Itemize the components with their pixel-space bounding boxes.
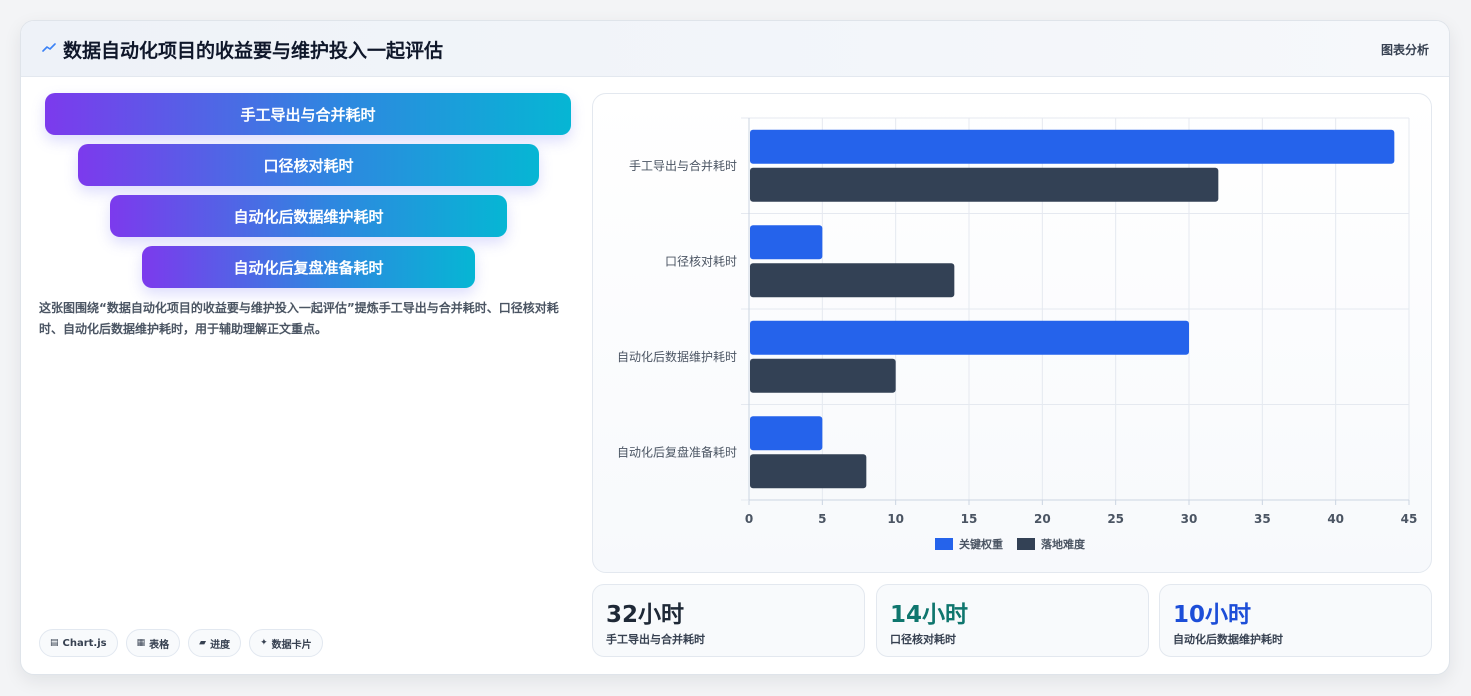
- chip-chartjs[interactable]: ▤ Chart.js: [39, 629, 118, 657]
- chip-label: 表格: [149, 639, 170, 651]
- stat-value: 32小时: [606, 602, 685, 628]
- dashboard-card: 数据自动化项目的收益要与维护投入一起评估 图表分析 手工导出与合并耗时 口径核对…: [20, 20, 1450, 675]
- x-tick-label: 0: [745, 512, 753, 526]
- stat-value: 10小时: [1173, 602, 1252, 628]
- trend-line-icon: [42, 43, 56, 52]
- x-tick-label: 10: [887, 512, 904, 526]
- x-tick-label: 35: [1254, 512, 1271, 526]
- legend-swatch: [1017, 538, 1035, 550]
- chip-data-card[interactable]: ✦ 数据卡片: [249, 629, 323, 657]
- chart-description: 这张图围绕“数据自动化项目的收益要与维护投入一起评估”提炼手工导出与合并耗时、口…: [39, 301, 559, 336]
- x-tick-label: 45: [1401, 512, 1418, 526]
- stat-card-2: 14小时 口径核对耗时: [876, 584, 1149, 657]
- x-tick-label: 40: [1327, 512, 1344, 526]
- bar-difficulty: [750, 167, 1219, 202]
- bar-weight: [750, 416, 823, 451]
- card-header: 数据自动化项目的收益要与维护投入一起评估 图表分析: [21, 21, 1449, 77]
- y-tick-label: 自动化后数据维护耗时: [617, 349, 737, 364]
- y-tick-label: 自动化后复盘准备耗时: [617, 444, 737, 459]
- chip-table[interactable]: ▦ 表格: [125, 629, 181, 657]
- funnel-bar-1: 手工导出与合并耗时: [45, 93, 571, 135]
- stat-label: 手工导出与合并耗时: [606, 633, 705, 646]
- chip-label: 数据卡片: [271, 639, 312, 651]
- page-title: 数据自动化项目的收益要与维护投入一起评估: [63, 40, 444, 62]
- chart-icon: ▤: [50, 638, 59, 648]
- y-tick-label: 手工导出与合并耗时: [629, 158, 737, 173]
- bar-weight: [750, 320, 1189, 355]
- bar-chart: 0 5 10 15 20 25 30 35 40 45 手工导出与合并耗时口径核对耗时自动化后数据维…: [617, 117, 1418, 551]
- x-tick-label: 15: [961, 512, 978, 526]
- stat-label: 自动化后数据维护耗时: [1173, 633, 1283, 646]
- funnel-bar-2: 口径核对耗时: [78, 144, 539, 186]
- x-tick-label: 5: [818, 512, 826, 526]
- stat-label: 口径核对耗时: [890, 633, 956, 646]
- x-tick-label: 25: [1107, 512, 1124, 526]
- chart-analysis-tag: 图表分析: [1380, 43, 1429, 57]
- stat-card-1: 32小时 手工导出与合并耗时: [592, 584, 865, 657]
- x-tick-label: 20: [1034, 512, 1051, 526]
- bar-difficulty: [750, 454, 867, 489]
- chip-label: Chart.js: [62, 637, 107, 649]
- progress-icon: ▰: [199, 638, 207, 648]
- table-icon: ▦: [136, 638, 146, 648]
- bar-difficulty: [750, 358, 896, 393]
- funnel-bar-3: 自动化后数据维护耗时: [110, 195, 507, 237]
- stat-card-3: 10小时 自动化后数据维护耗时: [1159, 584, 1432, 657]
- legend-swatch: [935, 538, 953, 550]
- chip-progress[interactable]: ▰ 进度: [188, 629, 242, 657]
- sparkle-icon: ✦: [260, 638, 268, 648]
- funnel-bar-4: 自动化后复盘准备耗时: [142, 246, 475, 288]
- bar-difficulty: [750, 263, 955, 298]
- stat-value: 14小时: [890, 602, 969, 628]
- chart-panel: 0 5 10 15 20 25 30 35 40 45 手工导出与合并耗时口径核对耗时自动化后数据维…: [592, 93, 1432, 573]
- y-tick-label: 口径核对耗时: [665, 254, 737, 268]
- legend-label: 落地难度: [1041, 537, 1086, 551]
- tag-chips: ▤ Chart.js ▦ 表格 ▰ 进度 ✦ 数据卡片: [39, 629, 323, 657]
- bar-weight: [750, 129, 1395, 164]
- legend-label: 关键权重: [959, 537, 1003, 551]
- x-tick-label: 30: [1181, 512, 1198, 526]
- bar-weight: [750, 225, 823, 260]
- chip-label: 进度: [210, 639, 231, 651]
